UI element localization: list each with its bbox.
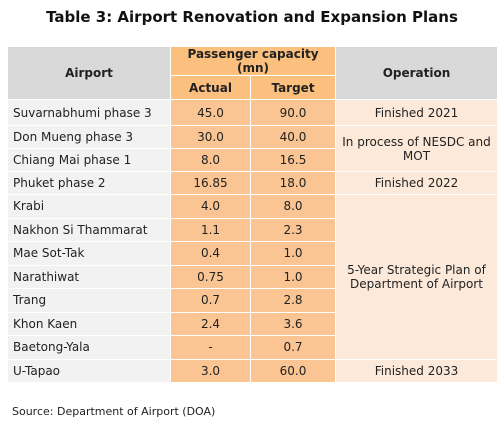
header-cell: Actual xyxy=(170,75,251,100)
table-row: Suvarnabhumi phase 3 45.0 90.0 Finished 202… xyxy=(7,99,498,126)
target-cell: 1.0 xyxy=(250,264,336,289)
actual-cell: 45.0 xyxy=(170,99,251,126)
actual-cell: 8.0 xyxy=(170,148,251,172)
source: Source: Department of Airport (DOA) xyxy=(12,405,216,418)
operation-cell: Finished 2021 xyxy=(335,99,498,126)
airport-cell: Khon Kaen xyxy=(7,311,171,336)
target-cell: 0.7 xyxy=(250,335,336,360)
table-row: Krabi 4.0 8.0 5-Year Strategic Plan of Depa… xyxy=(7,194,498,360)
table-row: Mae Sot-Tak 0.4 1.0 xyxy=(7,241,498,266)
airport-cell: Narathiwat xyxy=(7,264,171,289)
operation-cell: Finished 2022 xyxy=(335,171,498,195)
table-row: U-Tapao 3.0 60.0 Finished 2033 xyxy=(7,358,498,383)
airport-cell: Don Mueng phase 3 xyxy=(7,125,171,149)
operation-cell: In process of NESDC and MOT xyxy=(335,125,498,172)
target-cell: 3.6 xyxy=(250,311,336,336)
target-cell: 90.0 xyxy=(250,99,336,126)
actual-cell: 0.7 xyxy=(170,288,251,313)
title: Table 3: Airport Renovation and Expansio… xyxy=(46,8,458,26)
target-cell: 1.0 xyxy=(250,241,336,266)
target-cell: 60.0 xyxy=(250,358,336,383)
airport-cell: Chiang Mai phase 1 xyxy=(7,148,171,172)
header-cell: Operation xyxy=(335,46,498,100)
header-cell: Airport xyxy=(7,46,171,100)
header-cell: Passenger capacity (mn) xyxy=(170,46,336,76)
airport-cell: Suvarnabhumi phase 3 xyxy=(7,99,171,126)
table-row: Baetong-Yala -0.7 xyxy=(7,335,498,360)
actual-cell: 30.0 xyxy=(170,125,251,149)
table-row: Phuket phase 2 16.85 18.0 Finished 2022 xyxy=(7,171,498,195)
header-cell: Target xyxy=(250,75,336,100)
airport-cell: Baetong-Yala xyxy=(7,335,171,360)
table-row: Trang 0.7 2.8 xyxy=(7,288,498,313)
airport-cell: Mae Sot-Tak xyxy=(7,241,171,266)
airport-cell: Krabi xyxy=(7,194,171,219)
actual-cell: 2.4 xyxy=(170,311,251,336)
airport-cell: Nakhon Si Thammarat xyxy=(7,217,171,242)
table-row: Narathiwat 0.75 1.0 xyxy=(7,264,498,289)
table-row: Khon Kaen 2.4 3.6 xyxy=(7,311,498,336)
airport-cell: Trang xyxy=(7,288,171,313)
actual-cell: 0.75 xyxy=(170,264,251,289)
actual-cell: 1.1 xyxy=(170,217,251,242)
actual-cell: 4.0 xyxy=(170,194,251,219)
actual-cell: 16.85 xyxy=(170,171,251,195)
actual-cell: - xyxy=(170,335,251,360)
actual-cell: 0.4 xyxy=(170,241,251,266)
airport-cell: U-Tapao xyxy=(7,358,171,383)
target-cell: 40.0 xyxy=(250,125,336,149)
target-cell: 2.8 xyxy=(250,288,336,313)
operation-cell: 5-Year Strategic Plan of Department of A… xyxy=(335,194,498,360)
table: Airport Passenger capacity (mn) Operatio… xyxy=(7,46,498,383)
actual-cell: 3.0 xyxy=(170,358,251,383)
target-cell: 18.0 xyxy=(250,171,336,195)
target-cell: 2.3 xyxy=(250,217,336,242)
table-row: Don Mueng phase 3 30.0 40.0 In process of N… xyxy=(7,125,498,172)
airport-cell: Phuket phase 2 xyxy=(7,171,171,195)
operation-cell: Finished 2033 xyxy=(335,358,498,383)
table-row: Nakhon Si Thammarat 1.1 2.3 xyxy=(7,217,498,242)
target-cell: 8.0 xyxy=(250,194,336,219)
target-cell: 16.5 xyxy=(250,148,336,172)
table-row: Chiang Mai phase 1 8.0 16.5 xyxy=(7,148,498,172)
